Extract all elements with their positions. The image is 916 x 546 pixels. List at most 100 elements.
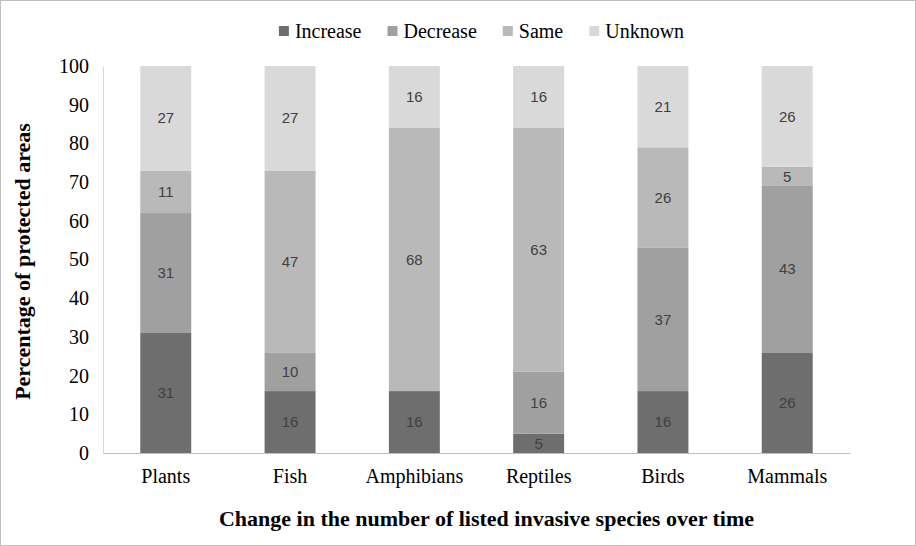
data-label: 16 (530, 394, 547, 411)
bar-segment (637, 66, 688, 147)
legend-swatch (388, 26, 398, 36)
x-tick: Reptiles (506, 453, 572, 488)
data-label: 26 (779, 394, 796, 411)
bar-segment (140, 333, 191, 453)
legend-swatch (589, 26, 599, 36)
legend-item: Unknown (589, 20, 684, 42)
data-labels: 31 31 11 27 16 10 47 27 16 68 16 5 16 63 16 16 37 26 21 26 4… (157, 88, 795, 451)
chart: 0 10 20 30 40 50 60 70 80 90 100 31 31 11 27 16 10 47 27 16… (0, 0, 916, 546)
y-tick: 40 (69, 287, 103, 309)
y-axis: 0 10 20 30 40 50 60 70 80 90 100 (59, 55, 104, 464)
x-tick-label: Mammals (747, 465, 827, 487)
legend-label: Increase (295, 20, 362, 42)
data-label: 27 (282, 109, 299, 126)
x-axis: Plants Fish Amphibians Reptiles Birds Mammals (104, 453, 851, 488)
data-label: 10 (282, 363, 299, 380)
bar-segment (513, 434, 564, 453)
y-axis-line (103, 67, 104, 454)
legend-swatch (279, 26, 289, 36)
y-tick: 60 (69, 210, 103, 232)
legend: Increase Decrease Same Unknown (279, 20, 684, 42)
x-tick: Mammals (747, 453, 827, 487)
y-tick: 0 (79, 442, 103, 464)
bar-segment (140, 66, 191, 170)
legend-item: Increase (279, 20, 362, 42)
x-tick-label: Amphibians (365, 465, 463, 488)
y-tick-label: 60 (69, 210, 89, 232)
y-tick: 20 (69, 365, 103, 387)
bar-segment (389, 391, 440, 453)
y-tick: 10 (69, 403, 103, 425)
y-axis-title: Percentage of protected areas (10, 123, 35, 400)
x-tick-label: Reptiles (506, 465, 572, 488)
data-label: 16 (530, 88, 547, 105)
frame (1, 1, 916, 546)
data-label: 27 (157, 109, 174, 126)
data-label: 16 (655, 413, 672, 430)
y-tick: 70 (69, 171, 103, 193)
bar-segment (389, 66, 440, 128)
bar-segment (762, 66, 813, 167)
data-label: 37 (655, 311, 672, 328)
data-label: 11 (158, 183, 174, 200)
y-tick: 80 (69, 132, 103, 154)
y-tick-label: 20 (69, 365, 89, 387)
bar-segment (513, 66, 564, 128)
y-tick-label: 30 (69, 326, 89, 348)
bar-segment (140, 213, 191, 333)
bar-segment (637, 147, 688, 248)
legend-label: Decrease (404, 20, 477, 42)
bar-segment (637, 391, 688, 453)
x-axis-title: Change in the number of listed invasive … (219, 506, 754, 531)
y-tick-label: 40 (69, 287, 89, 309)
y-tick: 30 (69, 326, 103, 348)
x-tick: Birds (641, 453, 685, 487)
bar-segment (513, 372, 564, 434)
x-axis-line (104, 453, 851, 454)
y-tick-label: 50 (69, 248, 89, 270)
y-tick: 100 (59, 55, 103, 77)
legend-item: Decrease (388, 20, 477, 42)
data-label: 43 (779, 260, 796, 277)
bar-segment (762, 352, 813, 453)
data-label: 5 (783, 168, 791, 185)
data-label: 26 (779, 108, 796, 125)
legend-label: Same (519, 20, 564, 42)
data-label: 31 (157, 384, 174, 401)
x-tick-label: Plants (141, 465, 190, 487)
y-tick-label: 80 (69, 132, 89, 154)
bar-segment (513, 128, 564, 372)
y-tick: 90 (69, 94, 103, 116)
y-tick-label: 10 (69, 403, 89, 425)
y-tick-label: 70 (69, 171, 89, 193)
data-label: 63 (530, 241, 547, 258)
bar-segment (140, 170, 191, 213)
y-tick-label: 100 (59, 55, 89, 77)
x-tick-label: Birds (641, 465, 685, 487)
bar-segment (265, 352, 316, 391)
x-tick: Amphibians (365, 453, 463, 488)
data-label: 31 (157, 264, 174, 281)
data-label: 47 (282, 253, 299, 270)
x-tick-label: Fish (273, 465, 307, 487)
data-label: 5 (534, 435, 542, 452)
bar-segment (265, 170, 316, 352)
bar-segment (762, 167, 813, 186)
legend-item: Same (503, 20, 564, 42)
bar-segment (265, 391, 316, 453)
x-tick: Plants (141, 453, 190, 487)
x-tick: Fish (273, 453, 307, 487)
data-label: 16 (282, 413, 299, 430)
y-tick-label: 90 (69, 94, 89, 116)
y-tick: 50 (69, 248, 103, 270)
data-label: 21 (655, 98, 672, 115)
legend-label: Unknown (605, 20, 684, 42)
data-label: 68 (406, 251, 423, 268)
bar-segment (389, 128, 440, 391)
data-label: 16 (406, 413, 423, 430)
legend-swatch (503, 26, 513, 36)
bar-segment (762, 186, 813, 352)
bars (140, 66, 812, 453)
y-tick-label: 0 (79, 442, 89, 464)
data-label: 16 (406, 88, 423, 105)
